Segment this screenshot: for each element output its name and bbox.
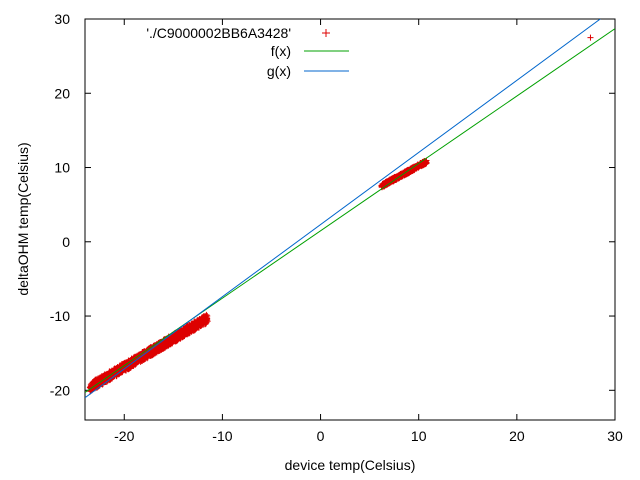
y-tick-label: 10 xyxy=(54,160,70,176)
y-tick-label: -10 xyxy=(50,308,70,324)
series-line-gx xyxy=(85,19,601,399)
data-point xyxy=(163,338,170,345)
data-point xyxy=(192,325,199,332)
legend-label: f(x) xyxy=(271,43,291,59)
data-point xyxy=(183,327,190,334)
data-point xyxy=(96,376,103,383)
axis-ticks: -20 -10 0 10 20 30 -20 -10 0 10 20 30 xyxy=(50,11,623,444)
x-tick-label: -10 xyxy=(212,428,232,444)
fit-lines xyxy=(85,19,615,399)
x-tick-label: 20 xyxy=(509,428,525,444)
data-point xyxy=(125,363,132,370)
data-point xyxy=(190,319,197,326)
data-point xyxy=(162,344,169,351)
data-point xyxy=(402,170,409,177)
legend-marker xyxy=(322,29,330,37)
legend: './C9000002BB6A3428' f(x) g(x) xyxy=(146,25,349,79)
y-axis-label: deltaOHM temp(Celsius) xyxy=(15,142,31,295)
data-point xyxy=(102,378,109,385)
x-axis-label: device temp(Celsius) xyxy=(285,457,416,473)
data-point xyxy=(380,181,387,188)
data-point xyxy=(90,380,97,387)
data-point xyxy=(165,341,172,348)
data-point xyxy=(175,333,182,340)
x-tick-label: 10 xyxy=(411,428,427,444)
x-tick-label: -20 xyxy=(114,428,134,444)
data-point xyxy=(388,176,395,183)
x-tick-label: 0 xyxy=(317,428,325,444)
data-point xyxy=(172,333,179,340)
x-tick-label: 30 xyxy=(607,428,623,444)
data-point xyxy=(168,336,175,343)
plot-frame xyxy=(84,18,616,421)
data-point xyxy=(179,328,186,335)
y-tick-label: 30 xyxy=(54,11,70,27)
data-point xyxy=(155,347,162,354)
legend-label: g(x) xyxy=(267,63,291,79)
y-tick-label: 20 xyxy=(54,85,70,101)
y-tick-label: 0 xyxy=(62,234,70,250)
legend-label: './C9000002BB6A3428' xyxy=(146,25,291,41)
data-point xyxy=(176,335,183,342)
data-point xyxy=(384,178,391,185)
data-point xyxy=(587,34,594,41)
data-point xyxy=(198,317,205,324)
data-point xyxy=(106,368,113,375)
series-line-fx xyxy=(85,28,615,393)
data-point xyxy=(187,324,194,331)
data-point xyxy=(199,314,206,321)
y-tick-label: -20 xyxy=(50,382,70,398)
data-point xyxy=(153,344,160,351)
data-point xyxy=(188,328,195,335)
scatter-points xyxy=(86,34,594,395)
